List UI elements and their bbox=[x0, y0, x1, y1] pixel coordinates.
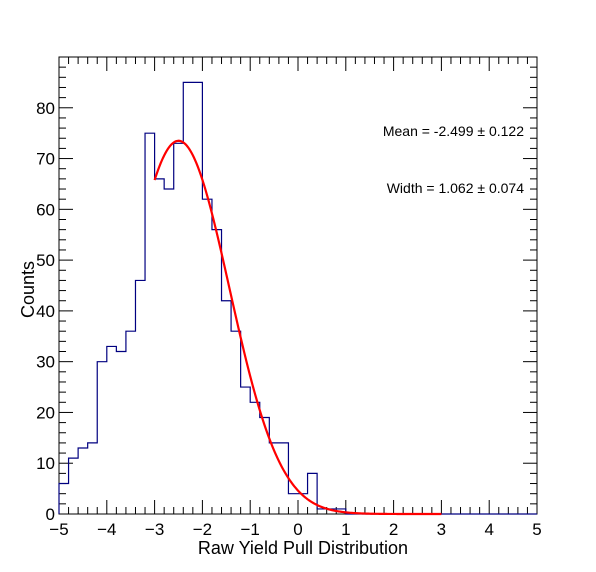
x-tick-label: −4 bbox=[97, 520, 116, 539]
y-tick-label: 50 bbox=[36, 251, 55, 270]
y-axis-title: Counts bbox=[18, 261, 38, 318]
y-tick-label: 40 bbox=[36, 302, 55, 321]
histogram-outline bbox=[58, 81, 537, 515]
x-tick-label: 3 bbox=[437, 520, 446, 539]
y-tick-label: 80 bbox=[36, 99, 55, 118]
y-tick-label: 60 bbox=[36, 200, 55, 219]
x-tick-label: −2 bbox=[193, 520, 212, 539]
y-tick-label: 70 bbox=[36, 150, 55, 169]
gaussian-fit-curve bbox=[153, 139, 442, 516]
y-tick-label: 20 bbox=[36, 403, 55, 422]
x-tick-label: 0 bbox=[293, 520, 302, 539]
y-tick-label: 0 bbox=[46, 505, 55, 524]
x-tick-labels: −5 −4 −3 −2 −1 0 1 2 3 4 5 bbox=[49, 520, 541, 539]
y-tick-label: 30 bbox=[36, 353, 55, 372]
annotation-width: Width = 1.062 ± 0.074 bbox=[387, 180, 524, 196]
x-tick-label: 4 bbox=[484, 520, 493, 539]
x-tick-label: −5 bbox=[49, 520, 68, 539]
axis-ticks bbox=[58, 56, 538, 515]
x-axis-title: Raw Yield Pull Distribution bbox=[198, 538, 408, 558]
x-tick-label: 5 bbox=[532, 520, 541, 539]
x-tick-label: 2 bbox=[389, 520, 398, 539]
y-tick-labels: 0 10 20 30 40 50 60 70 80 bbox=[36, 99, 55, 524]
x-tick-label: −1 bbox=[241, 520, 260, 539]
x-tick-label: 1 bbox=[341, 520, 350, 539]
x-tick-label: −3 bbox=[145, 520, 164, 539]
y-tick-label: 10 bbox=[36, 454, 55, 473]
annotation-mean: Mean = -2.499 ± 0.122 bbox=[383, 123, 524, 139]
